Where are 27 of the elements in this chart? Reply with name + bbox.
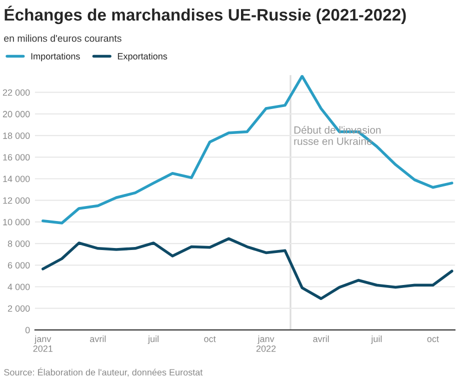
y-tick-label: 6 000	[8, 262, 30, 269]
y-tick-label: 8 000	[8, 240, 30, 247]
x-tick-label: janv 2021	[33, 336, 53, 352]
source-note: Source: Élaboration de l'auteur, données Eurostat	[4, 368, 203, 377]
y-tick-label: 14 000	[3, 176, 30, 182]
x-tick-label: avril	[90, 336, 106, 342]
x-tick-label: janv 2022	[256, 336, 276, 352]
legend-label: Exportations	[118, 52, 168, 62]
x-tick-label: oct	[427, 336, 439, 342]
x-tick-label: juil	[148, 336, 158, 344]
y-tick-label: 4 000	[8, 284, 30, 290]
legend-label: Importations	[31, 52, 80, 62]
y-tick-label: 10 000	[3, 218, 30, 226]
y-tick-label: 22 000	[2, 89, 30, 96]
y-tick-label: 18 000	[3, 132, 30, 139]
y-tick-label: 16 000	[3, 154, 30, 161]
chart-title: Échanges de marchandises UE-Russie (2021-2022)	[4, 6, 406, 24]
line-series	[42, 75, 454, 224]
y-tick-label: 20 000	[2, 110, 30, 118]
x-tick-label: juil	[370, 336, 382, 344]
line-series	[42, 237, 454, 300]
y-tick-label: 12 000	[3, 197, 30, 204]
x-tick-label: avril	[313, 336, 329, 342]
y-tick-label: 0	[25, 326, 30, 334]
chart-subtitle: en milions d'euros courants	[4, 34, 122, 42]
y-tick-label: 2 000	[8, 305, 30, 312]
x-tick-label: oct	[204, 336, 216, 342]
